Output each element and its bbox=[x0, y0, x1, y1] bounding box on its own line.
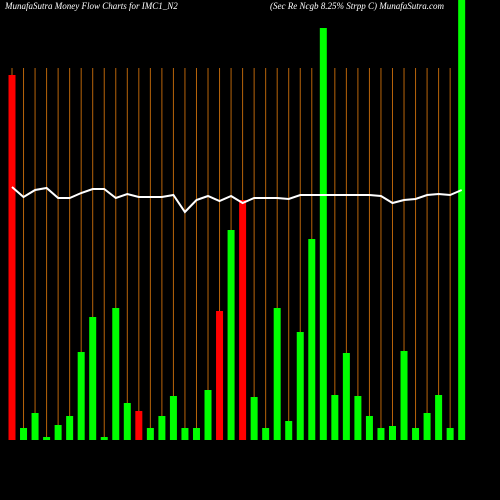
bar bbox=[31, 413, 39, 440]
bar bbox=[354, 396, 362, 440]
bar bbox=[216, 311, 224, 440]
bar bbox=[296, 332, 304, 440]
bar bbox=[412, 428, 420, 440]
bar bbox=[400, 351, 408, 440]
bar bbox=[423, 413, 431, 440]
bar bbox=[331, 395, 339, 440]
bar bbox=[66, 416, 74, 440]
bar bbox=[227, 230, 235, 440]
bar bbox=[100, 437, 108, 440]
bar bbox=[262, 428, 270, 440]
bar bbox=[43, 437, 51, 440]
bar bbox=[89, 317, 97, 440]
bar bbox=[123, 403, 131, 440]
bar bbox=[54, 425, 62, 440]
bar bbox=[239, 200, 247, 440]
bar bbox=[135, 411, 143, 440]
bar bbox=[377, 428, 385, 440]
bar bbox=[308, 239, 316, 440]
bar bbox=[388, 426, 396, 440]
bar bbox=[458, 0, 466, 440]
bar bbox=[112, 308, 120, 440]
bar bbox=[446, 428, 454, 440]
bar bbox=[169, 396, 177, 440]
bar bbox=[319, 28, 327, 440]
bar bbox=[285, 421, 293, 440]
bar bbox=[77, 352, 85, 440]
chart-subtitle: (Sec Re Ncgb 8.25% Strpp C) MunafaSutra.… bbox=[270, 1, 444, 11]
bar bbox=[20, 428, 28, 440]
bar bbox=[192, 428, 200, 440]
money-flow-line bbox=[11, 186, 463, 214]
bar bbox=[158, 416, 166, 440]
bar bbox=[146, 428, 154, 440]
bar bbox=[273, 308, 281, 440]
bar bbox=[181, 428, 189, 440]
bar bbox=[435, 395, 443, 440]
bar bbox=[342, 353, 350, 440]
bar bbox=[365, 416, 373, 440]
bar bbox=[8, 75, 16, 440]
bar bbox=[204, 390, 212, 440]
bar bbox=[250, 397, 258, 440]
chart-title: MunafaSutra Money Flow Charts for IMC1_N… bbox=[4, 1, 178, 11]
